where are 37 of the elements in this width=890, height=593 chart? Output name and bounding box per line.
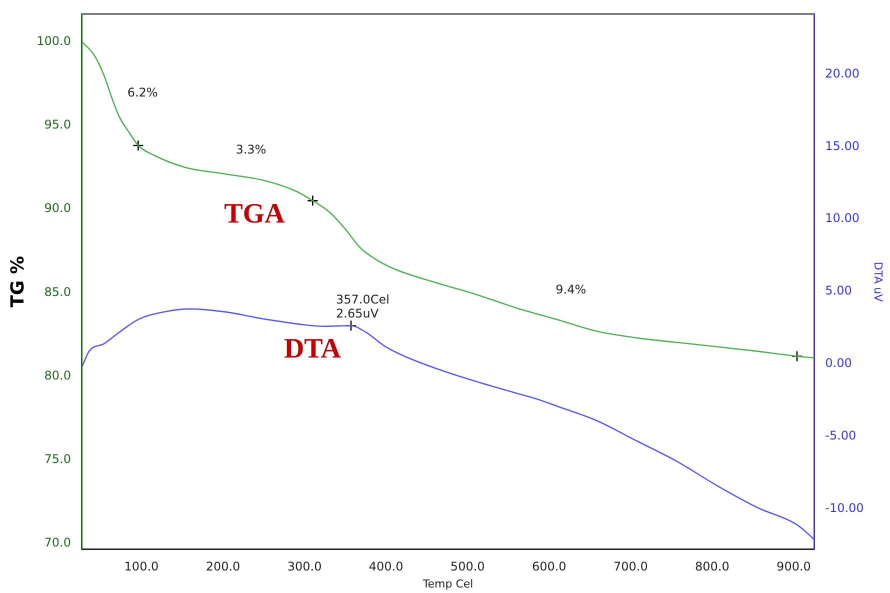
y2-tick-label: -5.00	[825, 428, 856, 443]
y2-tick-label: -10.00	[825, 500, 864, 515]
y2-tick-label: 10.00	[825, 211, 860, 226]
line-series	[82, 308, 814, 540]
x-tick-label: 800.0	[695, 560, 730, 574]
x-tick-label: 100.0	[124, 560, 159, 574]
series-label: DTA	[284, 334, 342, 365]
y-tick-label: 95.0	[44, 118, 71, 132]
y2-tick-label: 20.00	[825, 66, 860, 80]
y-tick-label: 70.0	[44, 536, 71, 550]
x-tick-label: 300.0	[287, 560, 322, 574]
y-tick-label: 80.0	[44, 368, 71, 382]
line-series	[82, 41, 814, 359]
annotation: 6.2%	[127, 85, 158, 100]
x-tick-label: 400.0	[368, 560, 404, 574]
annotation: 357.0Cel 2.65uV	[336, 292, 390, 321]
y2-axis-title: DTA uV	[872, 262, 885, 302]
y-tick-label: 90.0	[44, 201, 71, 216]
point	[132, 140, 144, 152]
x-axis-title: Temp Cel	[422, 577, 474, 590]
y2-tick-label: 5.00	[825, 284, 852, 298]
x-tick-label: 200.0	[206, 560, 240, 574]
annotation: 9.4%	[556, 282, 586, 296]
x-tick-label: 600.0	[532, 560, 566, 574]
y2-tick-label: 0.00	[825, 356, 852, 370]
x-tick-label: 700.0	[613, 560, 648, 574]
x-tick-label: 900.0	[776, 560, 811, 574]
y-tick-label: 75.0	[44, 452, 71, 466]
y2-tick-label: 15.00	[825, 138, 860, 153]
y-tick-label: 85.0	[44, 284, 71, 299]
point	[307, 195, 318, 206]
point	[791, 350, 803, 362]
series-label: TGA	[224, 198, 286, 230]
annotation: 3.3%	[236, 142, 266, 157]
y-tick-label: 100.0	[36, 34, 71, 48]
x-tick-label: 500.0	[450, 560, 485, 574]
y-axis-title: TG %	[7, 256, 28, 308]
